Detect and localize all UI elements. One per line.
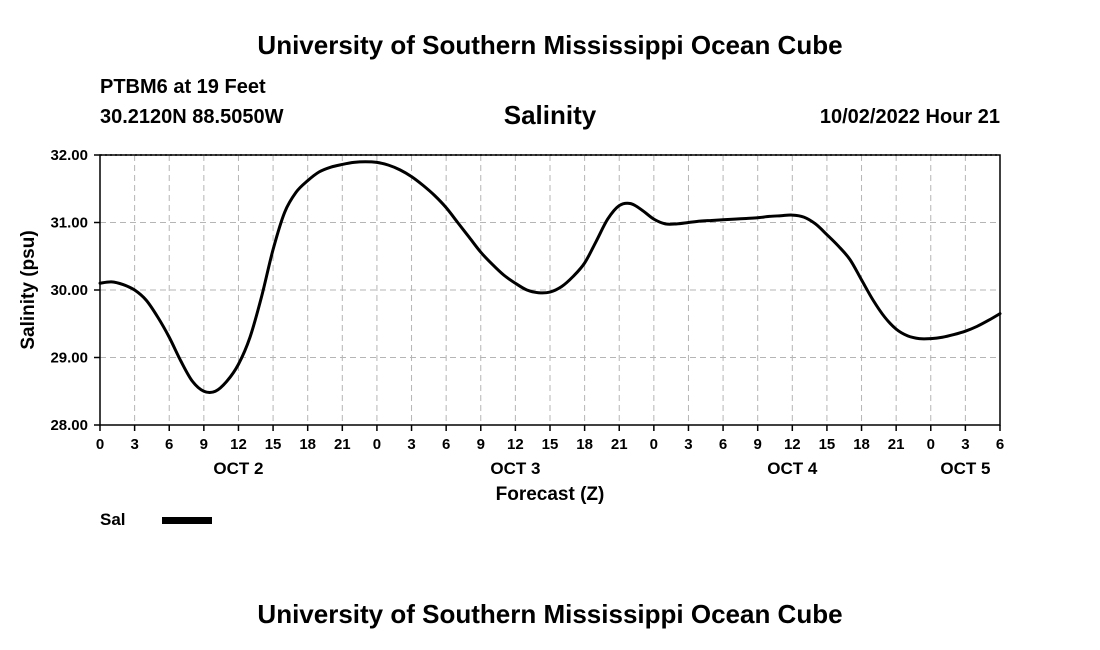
x-tick-label: 3 [684,436,692,453]
legend-label: Sal [100,510,126,529]
x-tick-label: 6 [165,436,173,453]
x-tick-label: 0 [650,436,658,453]
x-tick-label: 15 [265,436,282,453]
x-tick-label: 21 [611,436,628,453]
x-tick-label: 18 [576,436,593,453]
x-tick-label: 15 [542,436,559,453]
x-tick-label: 18 [853,436,870,453]
footer-title: University of Southern Mississippi Ocean… [257,599,843,629]
x-tick-label: 6 [719,436,727,453]
y-tick-label: 30.00 [50,282,88,299]
axis-labels: 0 3 6 9 12 15 18 21 0 3 6 9 12 15 18 21 0 3 6 9 12 15 18 21 0 3 6 2… [18,147,1004,505]
y-tick-label: 29.00 [50,350,88,367]
x-tick-label: 6 [996,436,1004,453]
x-tick-label: 3 [961,436,969,453]
x-tick-label: 9 [200,436,208,453]
x-tick-label: 3 [407,436,415,453]
date-label: OCT 3 [490,459,540,478]
date-label: OCT 2 [213,459,263,478]
station-coordinates: 30.2120N 88.5050W [100,106,284,128]
x-tick-label: 18 [299,436,316,453]
x-axis-label: Forecast (Z) [496,484,605,505]
x-tick-label: 0 [96,436,104,453]
page-title: University of Southern Mississippi Ocean… [257,30,843,60]
y-tick-label: 31.00 [50,215,88,232]
forecast-timestamp: 10/02/2022 Hour 21 [819,106,1000,128]
y-axis-label: Salinity (psu) [18,230,39,349]
date-label: OCT 4 [767,459,818,478]
x-tick-label: 21 [334,436,351,453]
grid-lines [99,154,1001,426]
y-tick-label: 28.00 [50,417,88,434]
station-name: PTBM6 at 19 Feet [100,76,266,98]
x-tick-label: 0 [373,436,381,453]
x-tick-label: 0 [927,436,935,453]
x-tick-label: 9 [754,436,762,453]
y-tick-label: 32.00 [50,147,88,164]
x-tick-label: 15 [819,436,836,453]
date-label: OCT 5 [940,459,990,478]
x-tick-label: 6 [442,436,450,453]
legend-swatch [162,517,212,524]
series-line-salinity [98,160,1002,395]
series-layer [98,160,1002,395]
axis-ticks [94,154,1001,431]
x-tick-label: 12 [507,436,524,453]
x-tick-label: 9 [477,436,485,453]
x-tick-label: 3 [130,436,138,453]
chart-title: Salinity [503,100,597,130]
x-tick-label: 21 [888,436,905,453]
x-tick-label: 12 [230,436,247,453]
x-tick-label: 12 [784,436,801,453]
